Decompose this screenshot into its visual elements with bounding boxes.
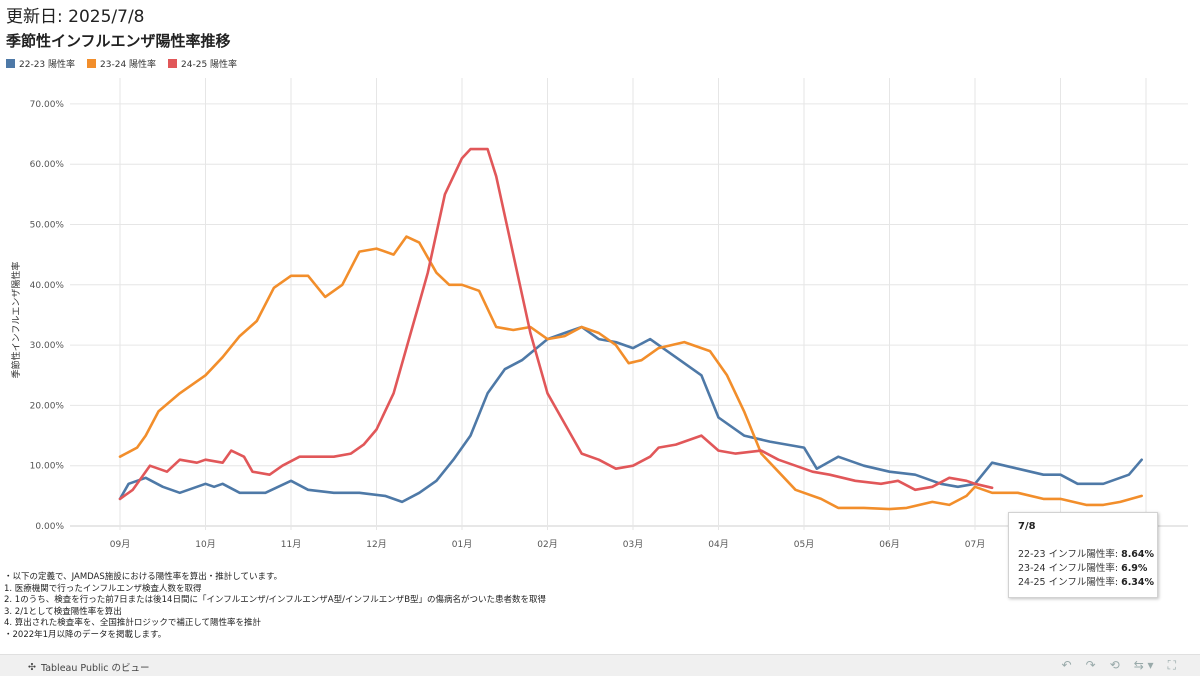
legend-label: 24-25 陽性率 (181, 60, 238, 70)
revert-icon[interactable]: ⟲ (1109, 658, 1120, 672)
x-tick-label: 03月 (623, 539, 643, 550)
y-tick-label: 0.00% (35, 522, 64, 532)
tableau-brand-label: Tableau Public のビュー (40, 663, 150, 674)
x-tick-label: 06月 (879, 539, 899, 550)
legend-swatch (168, 59, 178, 68)
tableau-logo-icon: ✣ (28, 661, 36, 673)
fullscreen-icon[interactable]: ⛶ (1167, 658, 1176, 672)
note-line: 4. 算出された検査率を、全国推計ロジックで補正して陽性率を推計 (4, 618, 262, 628)
x-tick-label: 01月 (452, 539, 472, 550)
tooltip-label: 24-25 インフル陽性率: (1018, 577, 1119, 588)
y-tick-label: 60.00% (30, 160, 65, 170)
y-tick-label: 50.00% (30, 221, 65, 231)
redo-icon[interactable]: ↷ (1085, 658, 1096, 672)
tableau-toolbar: ✣ Tableau Public のビュー ↶ ↷ ⟲ ⇆ ▾ ⛶ (0, 654, 1200, 676)
tooltip: 7/8 22-23 インフル陽性率: 8.64% 23-24 インフル陽性率: … (1008, 512, 1158, 598)
series-line-24-25 (118, 147, 994, 501)
legend-item-24-25[interactable]: 24-25 陽性率 (168, 57, 237, 70)
tooltip-date: 7/8 (1018, 521, 1036, 532)
tableau-brand[interactable]: ✣ Tableau Public のビュー (28, 660, 150, 675)
definition-notes: ・以下の定義で、JAMDAS施設における陽性率を算出・推計しています。 1. 医… (4, 572, 546, 641)
toolbar-buttons: ↶ ↷ ⟲ ⇆ ▾ ⛶ (1062, 658, 1177, 673)
x-tick-label: 02月 (537, 539, 557, 550)
x-tick-label: 09月 (110, 539, 130, 550)
tooltip-value: 8.64% (1121, 549, 1155, 560)
x-tick-label: 12月 (366, 539, 386, 550)
legend-item-23-24[interactable]: 23-24 陽性率 (87, 57, 156, 70)
y-axis: 0.00% 10.00% 20.00% 30.00% 40.00% 50.00% 60.00… (30, 100, 65, 532)
x-tick-label: 05月 (794, 539, 814, 550)
share-icon[interactable]: ⇆ ▾ (1133, 658, 1154, 672)
x-tick-label: 11月 (281, 539, 301, 550)
note-line: 3. 2/1として検査陽性率を算出 (4, 606, 122, 617)
note-line: 1. 医療機関で行ったインフルエンザ検査人数を取得 (4, 583, 202, 594)
legend-label: 22-23 陽性率 (19, 60, 76, 70)
series-line-23-24 (118, 235, 1143, 511)
y-tick-label: 10.00% (30, 462, 65, 472)
series-line-22-23 (118, 325, 1143, 504)
grid-lines (70, 78, 1188, 530)
legend-swatch (87, 59, 97, 68)
x-tick-label: 04月 (708, 539, 728, 550)
tooltip-label: 23-24 インフル陽性率: (1018, 563, 1119, 574)
chart-title: 季節性インフルエンザ陽性率推移 (6, 32, 231, 50)
tooltip-label: 22-23 インフル陽性率: (1018, 549, 1119, 560)
undo-icon[interactable]: ↶ (1061, 658, 1072, 672)
legend-item-22-23[interactable]: 22-23 陽性率 (6, 57, 75, 70)
legend: 22-23 陽性率 23-24 陽性率 24-25 陽性率 (6, 57, 237, 70)
tooltip-row-24-25: 24-25 インフル陽性率: 6.34% (1018, 574, 1154, 588)
x-tick-label: 10月 (195, 539, 215, 550)
y-tick-label: 70.00% (30, 100, 65, 110)
y-tick-label: 40.00% (30, 281, 65, 291)
legend-label: 23-24 陽性率 (100, 60, 157, 70)
tooltip-row-23-24: 23-24 インフル陽性率: 6.9% (1018, 560, 1147, 574)
note-line: ・2022年1月以降のデータを掲載します。 (4, 629, 167, 640)
note-line: 2. 1のうち、検査を行った前7日または後14日間に「インフルエンザ/インフルエ… (4, 595, 547, 605)
line-chart[interactable]: 0.00% 10.00% 20.00% 30.00% 40.00% 50.00% 60.00… (0, 0, 1200, 560)
tooltip-row-22-23: 22-23 インフル陽性率: 8.64% (1018, 546, 1154, 560)
tooltip-value: 6.34% (1121, 577, 1155, 588)
x-axis: 09月 10月 11月 12月 01月 02月 03月 04月 05月 06月 07月 (110, 539, 985, 550)
y-tick-label: 20.00% (30, 401, 65, 411)
note-line: ・以下の定義で、JAMDAS施設における陽性率を算出・推計しています。 (4, 572, 283, 582)
y-tick-label: 30.00% (30, 341, 65, 351)
tooltip-value: 6.9% (1121, 563, 1148, 574)
legend-swatch (6, 59, 15, 68)
y-axis-title: 季節性インフルエンザ陽性率 (10, 262, 22, 379)
x-tick-label: 07月 (965, 539, 985, 550)
update-date: 更新日: 2025/7/8 (6, 7, 145, 27)
series-lines (118, 147, 1143, 511)
